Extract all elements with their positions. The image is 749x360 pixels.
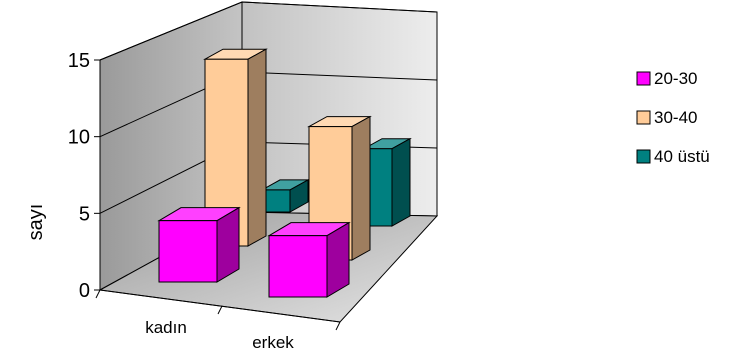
bar-20-30-0 [157, 206, 241, 283]
x-axis-line [99, 289, 341, 323]
bar-side [216, 206, 240, 283]
y-tick-label: 10 [68, 127, 90, 149]
bar-40-üstü-0 [260, 179, 310, 213]
x-axis: kadın erkek [95, 289, 341, 352]
gridline [99, 1, 438, 61]
bar-side [247, 48, 267, 247]
bars [157, 48, 412, 298]
legend-label-40-ustu: 40 üstü [654, 147, 710, 166]
x-tick-label-erkek: erkek [252, 333, 294, 352]
y-axis-label: sayı [25, 204, 47, 241]
bar-20-30-1 [267, 221, 351, 298]
legend-swatch-30-40 [636, 110, 651, 125]
bar-side [351, 115, 371, 261]
y-ticks: 0 5 10 15 [68, 50, 100, 302]
bar-side [391, 137, 411, 227]
legend-swatch-20-30 [636, 71, 651, 86]
legend-label-20-30: 20-30 [654, 69, 697, 88]
x-tick-mark [335, 321, 341, 331]
y-tick-label: 5 [79, 203, 90, 225]
bar-side [326, 221, 350, 298]
legend: 20-30 30-40 40 üstü [636, 69, 710, 166]
y-tick-label: 0 [79, 280, 90, 302]
x-tick-label-kadin: kadın [145, 318, 187, 337]
y-tick-label: 15 [68, 50, 90, 72]
bar-40-üstü-1 [362, 137, 412, 227]
x-tick-mark [95, 289, 101, 299]
y-axis: 0 5 10 15 [68, 50, 101, 302]
x-tick-mark [217, 305, 223, 315]
legend-swatch-40-ustu [636, 149, 651, 164]
bar-front [268, 235, 328, 298]
legend-label-30-40: 30-40 [654, 108, 697, 127]
bar-front [158, 220, 218, 283]
